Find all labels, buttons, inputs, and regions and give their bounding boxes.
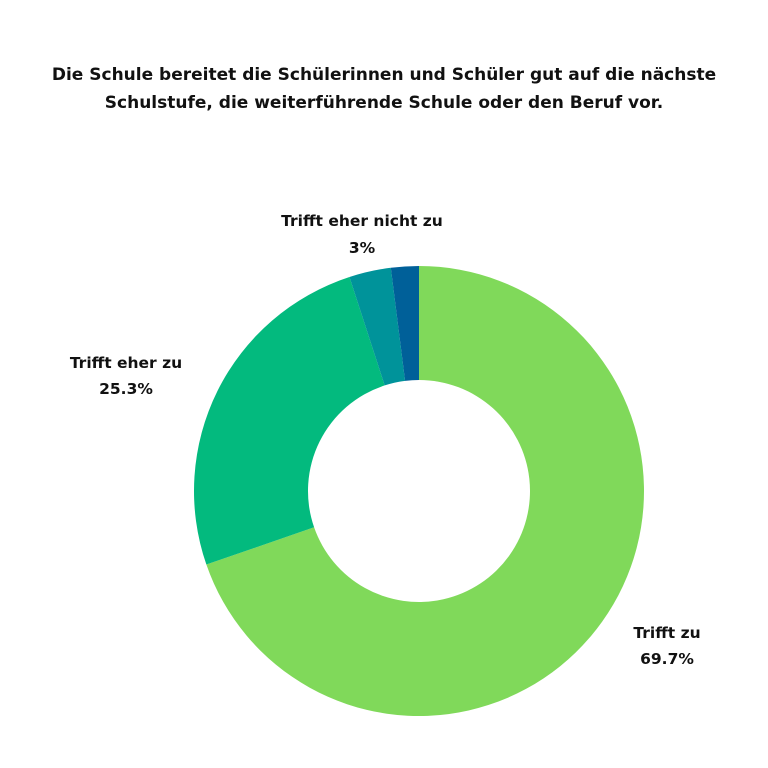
label-trifft-zu: Trifft zu — [633, 624, 700, 642]
value-trifft-eher-nicht-zu: 3% — [349, 239, 376, 257]
label-trifft-eher-nicht-zu: Trifft eher nicht zu — [281, 212, 443, 230]
label-trifft-eher-zu: Trifft eher zu — [70, 354, 182, 372]
value-trifft-eher-zu: 25.3% — [99, 380, 153, 398]
slice-unlabeled-3 — [390, 266, 419, 381]
value-trifft-zu: 69.7% — [640, 650, 694, 668]
slice-trifft-eher-zu — [194, 277, 385, 565]
chart-title-line-2: Schulstufe, die weiterführende Schule od… — [105, 93, 663, 113]
slice-trifft-zu — [206, 266, 645, 717]
slice-trifft-eher-nicht-zu — [349, 267, 406, 386]
chart-title-line-1: Die Schule bereitet die Schülerinnen und… — [52, 65, 716, 85]
donut-slices — [194, 266, 645, 717]
